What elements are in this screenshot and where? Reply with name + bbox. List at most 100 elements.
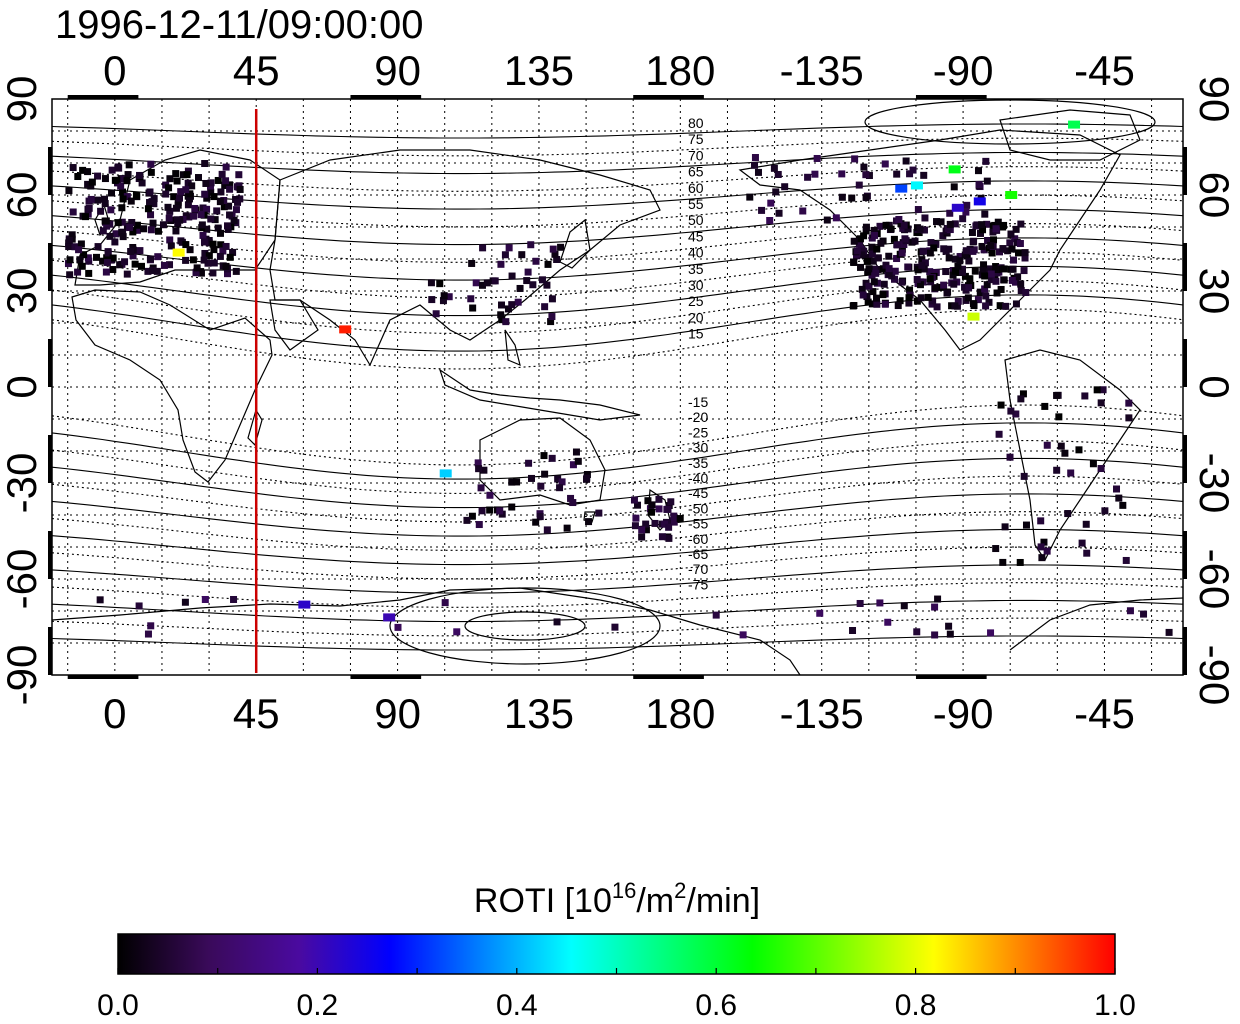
colorbar-tick-label: 0.2: [297, 989, 339, 1022]
roti-cell: [162, 190, 170, 198]
roti-cell: [558, 478, 566, 486]
roti-cell: [940, 245, 948, 253]
roti-cell: [1037, 517, 1045, 525]
roti-cell: [201, 190, 209, 198]
mlat-contour: [52, 528, 1183, 566]
roti-cell: [951, 302, 959, 310]
mlat-label: 35: [688, 261, 704, 277]
y-left-tick-label: 60: [0, 172, 45, 219]
roti-cell: [551, 250, 559, 258]
roti-cell: [858, 251, 866, 259]
roti-cell: [646, 505, 654, 513]
roti-cell: [1125, 399, 1133, 407]
roti-cell: [96, 596, 104, 604]
roti-cell: [532, 257, 540, 265]
roti-cell: [968, 228, 976, 236]
roti-cell: [76, 256, 84, 264]
roti-cell: [567, 494, 575, 502]
mlat-label: 45: [688, 228, 704, 244]
roti-cell: [118, 218, 126, 226]
roti-highlight-cell: [951, 203, 964, 212]
roti-cell: [107, 206, 115, 214]
timestamp-title: 1996-12-11/09:00:00: [55, 3, 423, 47]
roti-cell: [166, 261, 174, 269]
roti-highlight-cell: [1068, 120, 1081, 129]
roti-cell: [966, 275, 974, 283]
roti-cell: [1040, 538, 1048, 546]
roti-cell: [190, 212, 198, 220]
roti-cell: [661, 520, 669, 528]
roti-cell: [642, 520, 650, 528]
roti-cell: [1000, 265, 1008, 273]
roti-cell: [1126, 607, 1134, 615]
roti-cell: [870, 265, 878, 273]
roti-cell: [1043, 441, 1051, 449]
x-axis-top-tick-labels: 0 45 90 135 180 -135 -90 -45: [103, 47, 1135, 94]
roti-cell: [751, 154, 759, 162]
roti-cell: [133, 221, 141, 229]
roti-cell: [125, 161, 133, 169]
roti-cell: [1122, 556, 1130, 564]
roti-cell: [216, 198, 224, 206]
roti-cell: [87, 182, 95, 190]
roti-cell: [126, 224, 134, 232]
roti-cell: [906, 170, 914, 178]
mlat-label: 55: [688, 196, 704, 212]
colorbar-title-mid: /m: [636, 882, 674, 920]
roti-cell: [781, 183, 789, 191]
roti-cell: [853, 247, 861, 255]
roti-cell: [82, 213, 90, 221]
mlat-contour: [52, 564, 1183, 594]
roti-data-cells: [64, 120, 1173, 639]
roti-cell: [149, 267, 157, 275]
roti-cell: [913, 628, 921, 636]
roti-cell: [946, 220, 954, 228]
roti-cell: [855, 181, 863, 189]
mlat-south-pole-oval: [464, 611, 586, 641]
roti-cell: [154, 227, 162, 235]
roti-cell: [965, 257, 973, 265]
mlat-contour: [52, 137, 1183, 157]
roti-cell: [428, 296, 436, 304]
roti-cell: [951, 255, 959, 263]
roti-cell: [109, 254, 117, 262]
roti-cell: [205, 239, 213, 247]
coast-europe: [74, 149, 281, 286]
roti-cell: [988, 249, 996, 257]
mlat-label: -70: [688, 561, 708, 577]
mlat-contour: [52, 457, 1183, 509]
roti-cell: [971, 267, 979, 275]
roti-cell: [919, 247, 927, 255]
roti-cell: [1006, 453, 1014, 461]
roti-cell: [532, 518, 540, 526]
roti-cell: [881, 300, 889, 308]
roti-cell: [445, 293, 453, 301]
mlat-label: 50: [688, 212, 704, 228]
edge-bar: [48, 627, 52, 675]
roti-cell: [176, 194, 184, 202]
mlat-contour: [52, 546, 1183, 580]
roti-cell: [664, 505, 672, 513]
roti-cell: [990, 236, 998, 244]
roti-cell: [1081, 392, 1089, 400]
roti-cell: [860, 163, 868, 171]
roti-cell: [172, 204, 180, 212]
roti-cell: [197, 211, 205, 219]
edge-bar: [1183, 627, 1187, 675]
roti-cell: [224, 225, 232, 233]
roti-cell: [124, 171, 132, 179]
roti-cell: [184, 167, 192, 175]
roti-cell: [538, 276, 546, 284]
roti-cell: [932, 269, 940, 277]
roti-cell: [665, 523, 673, 531]
edge-bar: [1183, 531, 1187, 579]
roti-cell: [1001, 523, 1009, 531]
colorbar-tick-label: 0.4: [496, 989, 538, 1022]
roti-cell: [863, 257, 871, 265]
roti-cell: [146, 188, 154, 196]
roti-cell: [66, 256, 74, 264]
roti-cell: [537, 482, 545, 490]
roti-cell: [944, 225, 952, 233]
roti-cell: [74, 268, 82, 276]
roti-cell: [216, 252, 224, 260]
